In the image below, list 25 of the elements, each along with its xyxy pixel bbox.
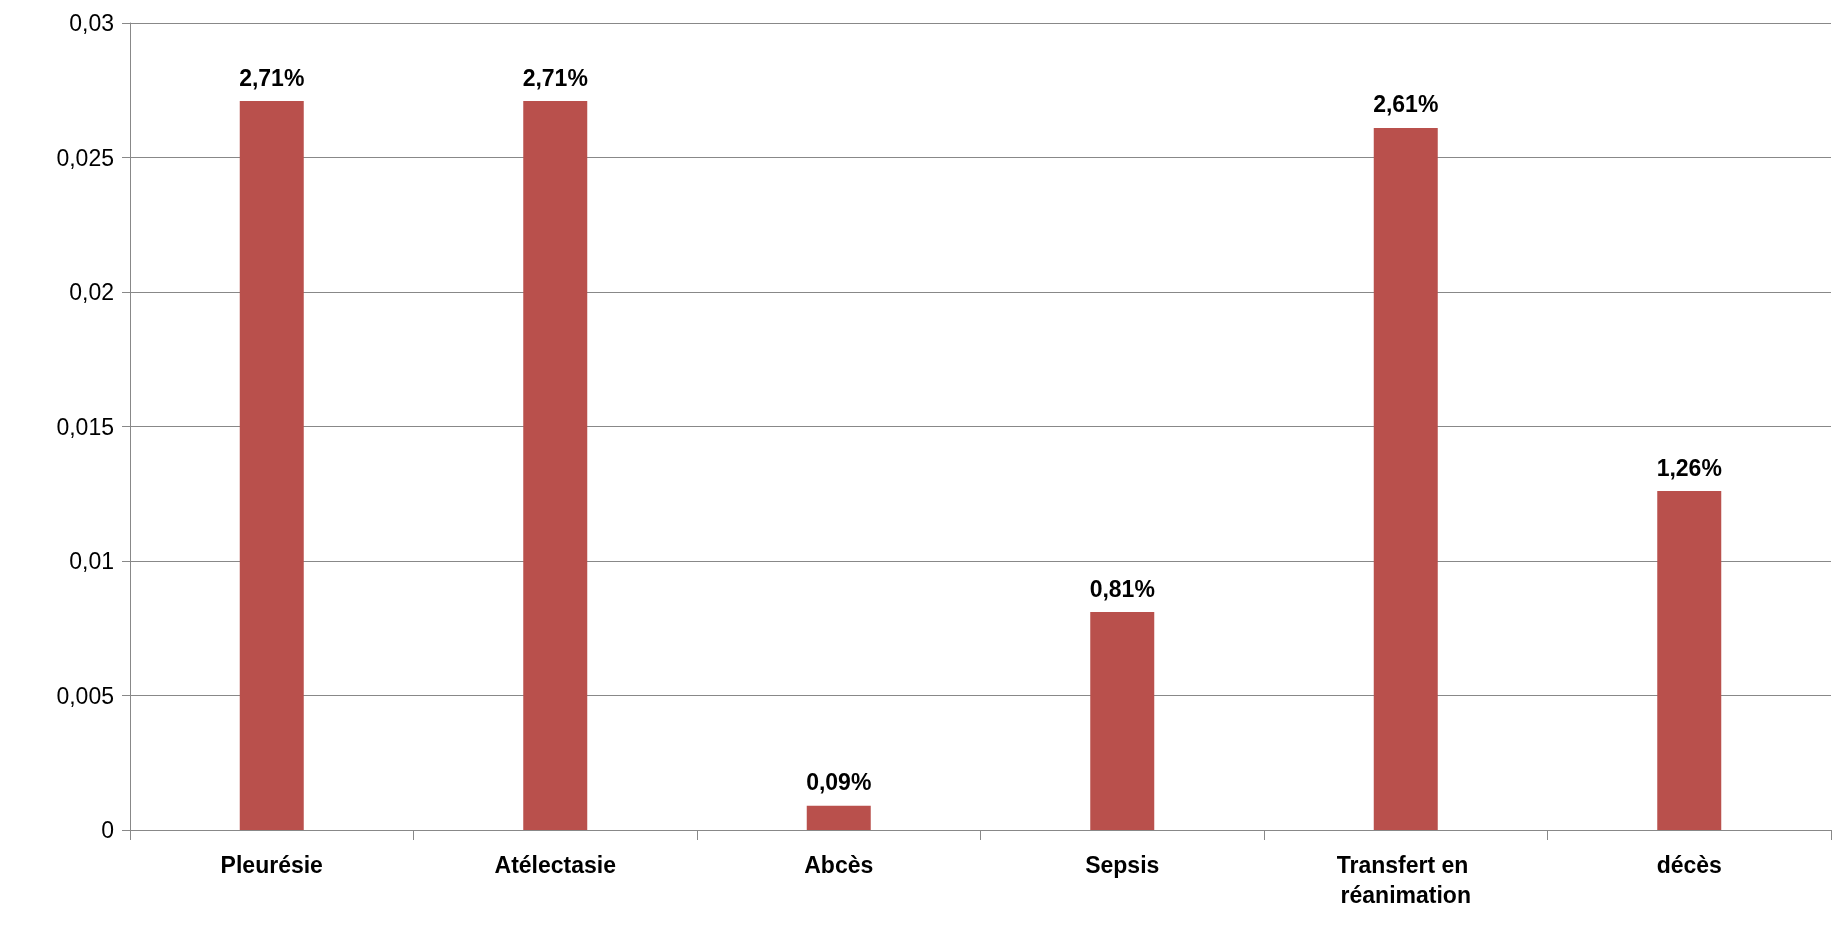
x-tick-label: Atélectasie (494, 852, 616, 878)
bar (239, 101, 304, 830)
bar (523, 101, 588, 830)
y-tick-label: 0 (101, 817, 114, 843)
bar (806, 805, 871, 830)
bar (1090, 612, 1155, 830)
bar (1373, 127, 1438, 830)
data-label: 2,71% (239, 64, 305, 91)
x-tick-label: décès (1656, 852, 1722, 878)
y-tick-label: 0,005 (56, 682, 114, 709)
x-tick-label: Abcès (804, 852, 874, 878)
x-tick-label: Sepsis (1085, 852, 1160, 878)
data-label: 2,61% (1373, 91, 1439, 118)
data-label: 0,09% (806, 769, 872, 796)
bar (1657, 491, 1722, 830)
x-tick-label: Transfert en réanimation (1336, 852, 1475, 908)
y-tick-label: 0,03 (69, 10, 114, 36)
y-tick-label: 0,02 (69, 279, 114, 305)
y-tick-label: 0,015 (56, 413, 114, 440)
data-label: 2,71% (522, 64, 588, 91)
y-tick-label: 0,01 (69, 548, 114, 574)
data-label: 1,26% (1656, 454, 1722, 481)
x-tick-label: Pleurésie (220, 852, 323, 878)
y-tick-label: 0,025 (56, 144, 114, 171)
data-label: 0,81% (1089, 575, 1155, 602)
